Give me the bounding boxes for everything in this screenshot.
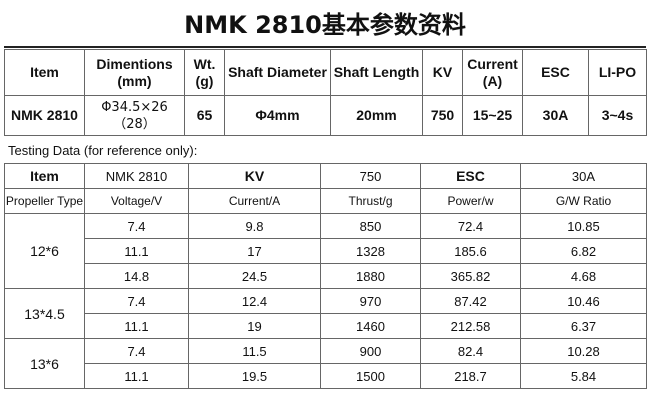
spec-header-dimensions: Dimentions (mm) <box>84 49 185 96</box>
spec-value-weight: 65 <box>184 95 225 136</box>
table-row: 11.1 17 1328 185.6 6.82 <box>5 238 647 264</box>
spec-values-row: NMK 2810 Φ34.5×26 （28） 65 Φ4mm 20mm 750 … <box>4 95 647 136</box>
test-column-header-row: Propeller Type Voltage/V Current/A Thrus… <box>4 188 647 214</box>
col-header-power: Power/w <box>420 188 521 214</box>
spec-value-dimensions-line1: Φ34.5×26 <box>101 99 168 115</box>
test-kv-value: 750 <box>320 163 421 189</box>
thrust-cell: 850 <box>320 213 421 239</box>
spec-header-esc: ESC <box>522 49 589 96</box>
spec-value-dimensions: Φ34.5×26 （28） <box>84 95 185 136</box>
spec-table: Item Dimentions (mm) Wt. (g) Shaft Diame… <box>4 49 647 136</box>
spec-value-esc: 30A <box>522 95 589 136</box>
current-cell: 24.5 <box>188 263 321 289</box>
spec-value-lipo: 3~4s <box>588 95 647 136</box>
power-cell: 72.4 <box>420 213 521 239</box>
gw-ratio-cell: 10.28 <box>520 338 647 364</box>
test-info-row: Item NMK 2810 KV 750 ESC 30A <box>4 163 647 189</box>
test-esc-label: ESC <box>420 163 521 189</box>
spec-header-lipo: LI-PO <box>588 49 647 96</box>
col-header-propeller-type: Propeller Type <box>4 188 85 214</box>
spec-value-item: NMK 2810 <box>4 95 85 136</box>
spec-header-weight-line2: (g) <box>195 72 214 89</box>
spec-header-dimensions-line2: (mm) <box>117 72 152 89</box>
thrust-cell: 1328 <box>320 238 421 264</box>
spec-value-shaft-diameter: Φ4mm <box>224 95 331 136</box>
table-row: 11.1 19 1460 212.58 6.37 <box>5 313 647 339</box>
gw-ratio-cell: 6.82 <box>520 238 647 264</box>
voltage-cell: 7.4 <box>84 338 189 364</box>
table-row: 14.8 24.5 1880 365.82 4.68 <box>5 263 647 289</box>
spec-value-dimensions-line2: （28） <box>113 116 156 132</box>
test-item-label: Item <box>4 163 85 189</box>
voltage-cell: 11.1 <box>84 363 189 389</box>
voltage-cell: 7.4 <box>84 213 189 239</box>
spec-header-current: Current (A) <box>462 49 523 96</box>
gw-ratio-cell: 10.46 <box>520 288 647 314</box>
test-esc-value: 30A <box>520 163 647 189</box>
power-cell: 82.4 <box>420 338 521 364</box>
gw-ratio-cell: 10.85 <box>520 213 647 239</box>
test-item-value: NMK 2810 <box>84 163 189 189</box>
col-header-gw-ratio: G/W Ratio <box>520 188 647 214</box>
thrust-cell: 1460 <box>320 313 421 339</box>
test-kv-label: KV <box>188 163 321 189</box>
current-cell: 19 <box>188 313 321 339</box>
power-cell: 218.7 <box>420 363 521 389</box>
power-cell: 212.58 <box>420 313 521 339</box>
thrust-cell: 1500 <box>320 363 421 389</box>
spec-header-kv: KV <box>422 49 463 96</box>
col-header-voltage: Voltage/V <box>84 188 189 214</box>
col-header-current: Current/A <box>188 188 321 214</box>
spec-value-current: 15~25 <box>462 95 523 136</box>
power-cell: 87.42 <box>420 288 521 314</box>
title-divider <box>4 46 646 48</box>
propeller-type-cell: 13*6 <box>4 338 85 389</box>
propeller-type-cell: 13*4.5 <box>4 288 85 339</box>
spec-header-item: Item <box>4 49 85 96</box>
power-cell: 365.82 <box>420 263 521 289</box>
current-cell: 9.8 <box>188 213 321 239</box>
thrust-cell: 1880 <box>320 263 421 289</box>
spec-header-current-line2: (A) <box>482 72 503 89</box>
gw-ratio-cell: 4.68 <box>520 263 647 289</box>
spec-value-kv: 750 <box>422 95 463 136</box>
spec-header-shaft-length: Shaft Length <box>330 49 423 96</box>
spec-header-weight-line1: Wt. <box>193 55 216 72</box>
spec-header-row: Item Dimentions (mm) Wt. (g) Shaft Diame… <box>4 49 647 96</box>
testing-data-table: Item NMK 2810 KV 750 ESC 30A Propeller T… <box>4 163 647 389</box>
current-cell: 19.5 <box>188 363 321 389</box>
voltage-cell: 11.1 <box>84 313 189 339</box>
spec-value-shaft-length: 20mm <box>330 95 423 136</box>
gw-ratio-cell: 5.84 <box>520 363 647 389</box>
power-cell: 185.6 <box>420 238 521 264</box>
spec-header-dimensions-line1: Dimentions <box>96 55 173 72</box>
current-cell: 12.4 <box>188 288 321 314</box>
voltage-cell: 14.8 <box>84 263 189 289</box>
thrust-cell: 970 <box>320 288 421 314</box>
table-row: 12*6 7.4 9.8 850 72.4 10.85 <box>4 213 647 289</box>
table-row: 13*4.5 7.4 12.4 970 87.42 10.46 <box>4 288 647 339</box>
table-row: 11.1 19.5 1500 218.7 5.84 <box>5 363 647 389</box>
col-header-thrust: Thrust/g <box>320 188 421 214</box>
current-cell: 11.5 <box>188 338 321 364</box>
gw-ratio-cell: 6.37 <box>520 313 647 339</box>
spec-header-current-line1: Current <box>467 55 518 72</box>
voltage-cell: 11.1 <box>84 238 189 264</box>
propeller-type-cell: 12*6 <box>4 213 85 289</box>
testing-data-note: Testing Data (for reference only): <box>8 143 198 158</box>
spec-header-weight: Wt. (g) <box>184 49 225 96</box>
page-title: NMK 2810基本参数资料 <box>184 11 466 39</box>
thrust-cell: 900 <box>320 338 421 364</box>
spec-header-shaft-diameter: Shaft Diameter <box>224 49 331 96</box>
voltage-cell: 7.4 <box>84 288 189 314</box>
current-cell: 17 <box>188 238 321 264</box>
table-row: 13*6 7.4 11.5 900 82.4 10.28 <box>4 338 647 389</box>
